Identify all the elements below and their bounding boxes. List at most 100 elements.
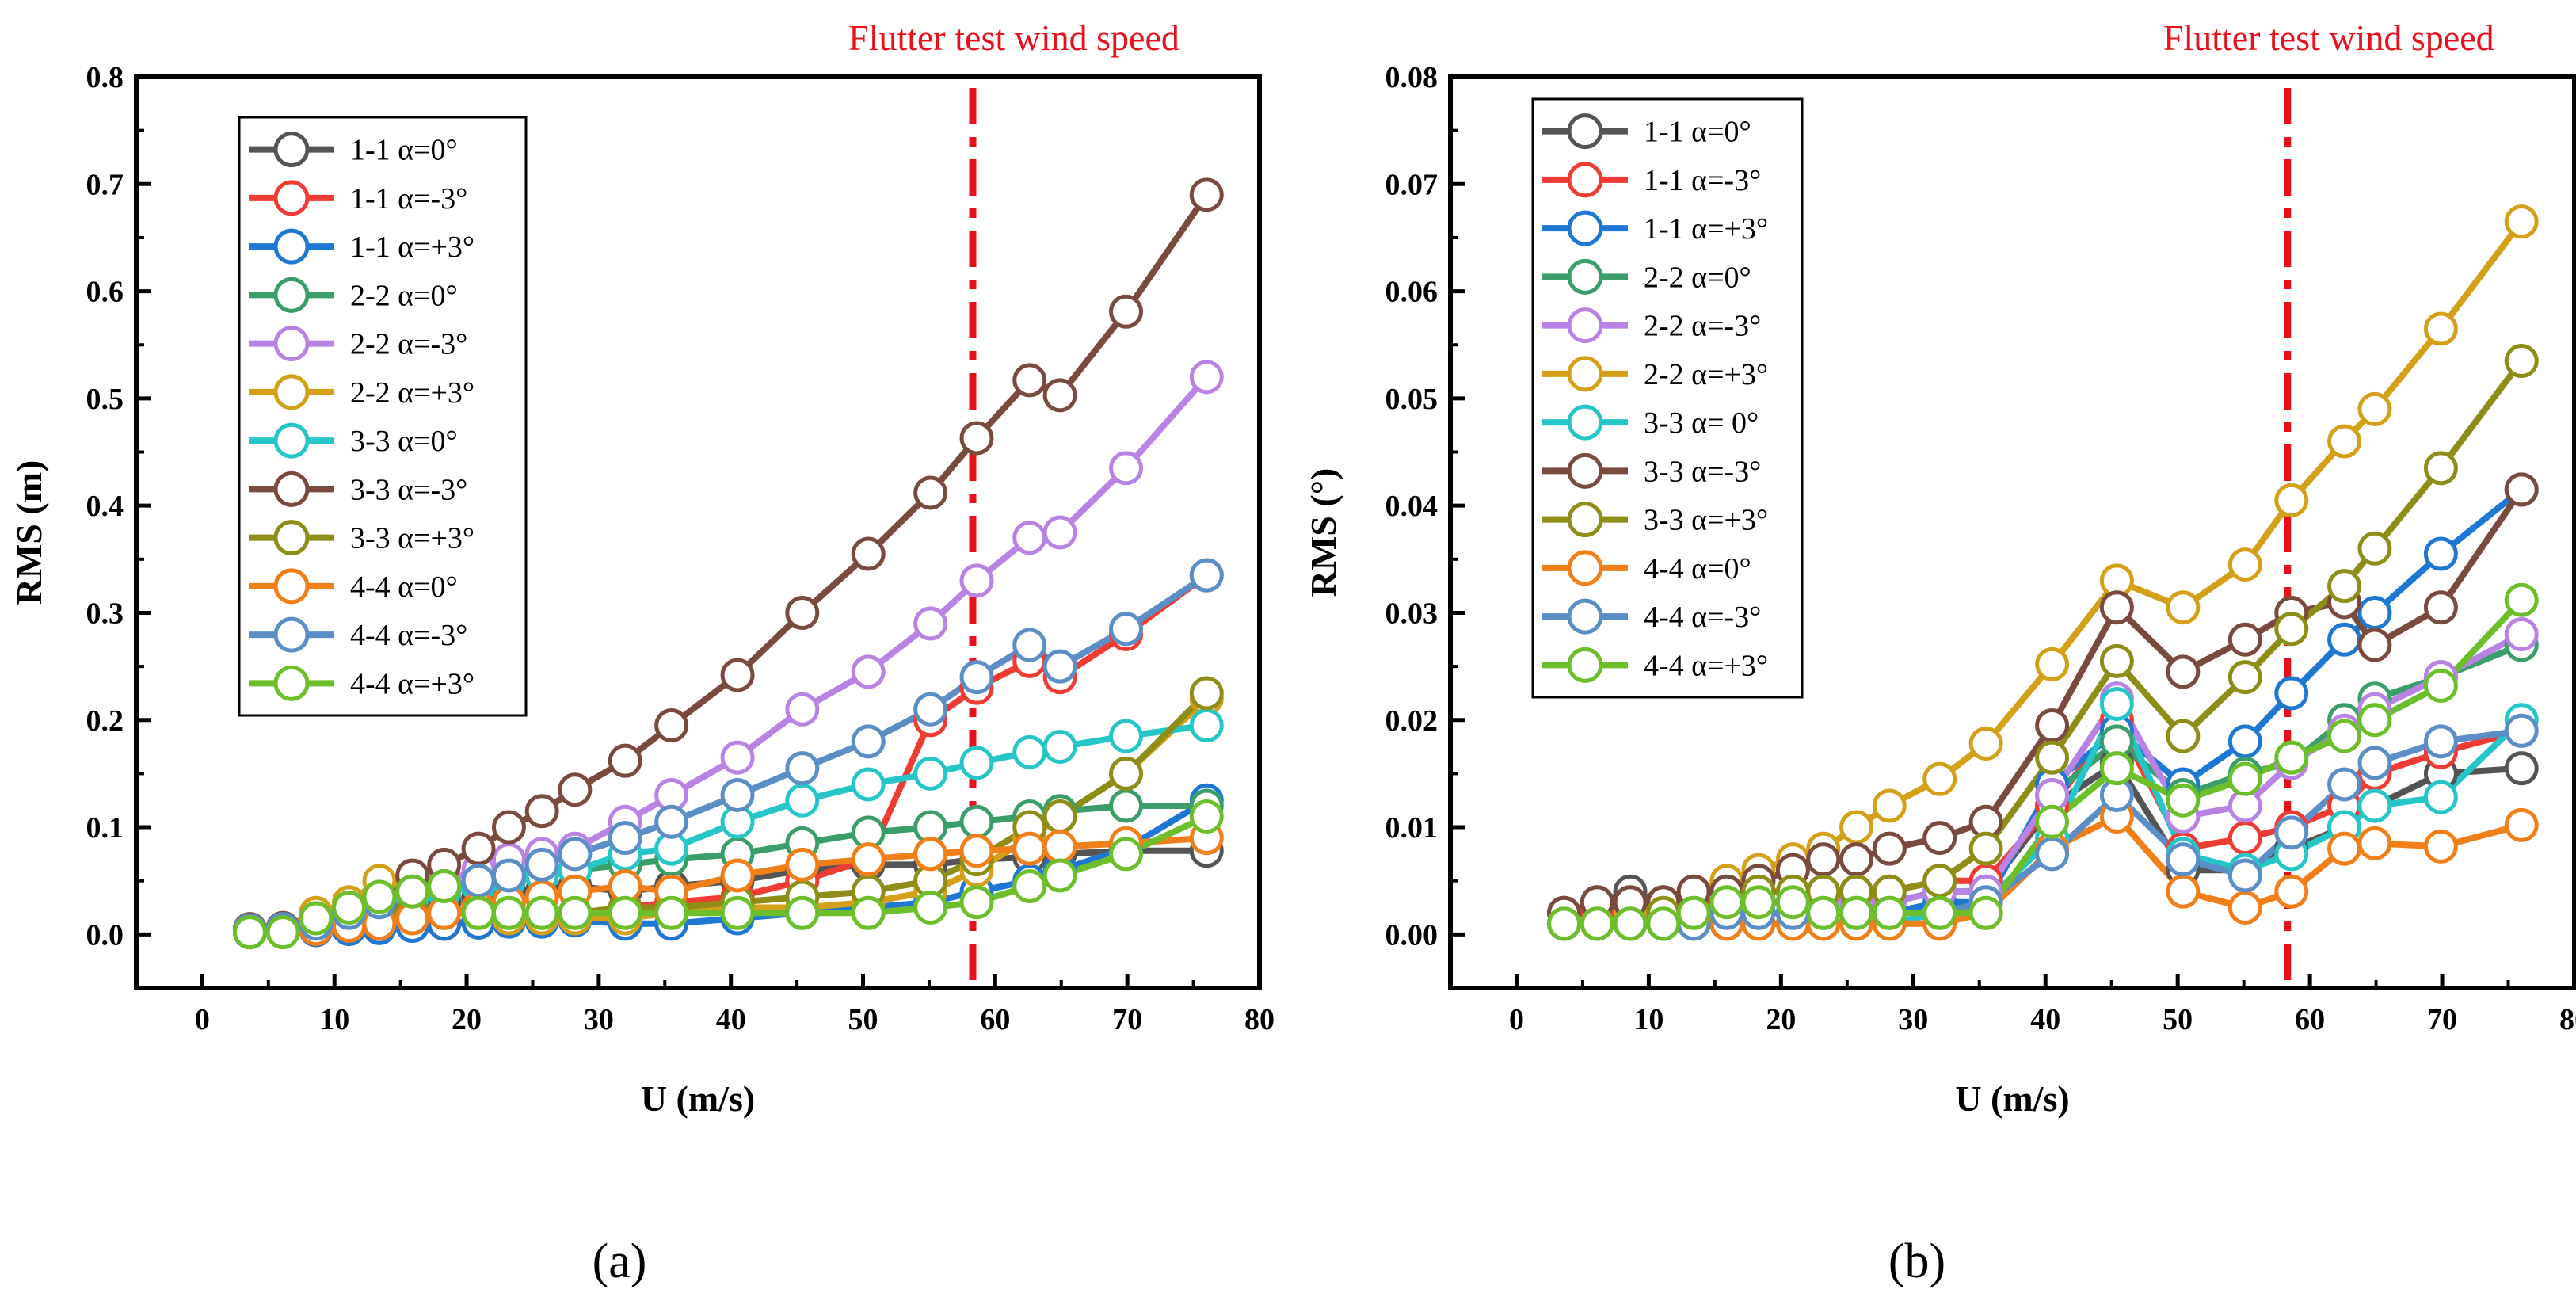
data-point xyxy=(2166,654,2201,689)
chart-panel-a: 0 10 20 30 40 50 60 70 80 0.0 0.1 0.2 0.3 0.4 0.5 0.6 0.… xyxy=(9,17,1275,1288)
data-point xyxy=(427,868,462,903)
x-tick-label: 30 xyxy=(1898,1003,1928,1036)
y-tick-label: 0.04 xyxy=(1385,490,1439,523)
legend-label: 4-4 α=0° xyxy=(1644,552,1751,586)
data-point xyxy=(1042,730,1077,765)
data-point xyxy=(2504,582,2539,617)
data-point xyxy=(1109,294,1144,329)
legend-marker xyxy=(1567,452,1603,489)
data-point xyxy=(959,421,994,456)
data-point xyxy=(2327,424,2362,459)
data-point xyxy=(1968,895,2003,930)
legend-marker xyxy=(273,422,310,459)
data-point xyxy=(461,831,496,866)
x-tick-label: 0 xyxy=(195,1003,210,1036)
data-point xyxy=(2035,740,2070,775)
legend-marker xyxy=(273,277,310,313)
data-point xyxy=(1806,895,1841,930)
legend-marker xyxy=(1567,356,1603,392)
data-point xyxy=(2423,311,2458,346)
data-point xyxy=(913,891,948,925)
data-point xyxy=(913,692,948,727)
legend-label: 2-2 α=0° xyxy=(350,279,458,312)
y-axis-title: RMS (m) xyxy=(9,460,49,605)
data-point xyxy=(2327,831,2362,866)
data-point xyxy=(1968,727,2003,761)
y-axis-title: RMS (°) xyxy=(1303,468,1343,597)
legend-marker xyxy=(1567,647,1603,683)
legend-label: 1-1 α=+3° xyxy=(1644,212,1768,246)
data-point xyxy=(1968,831,2003,866)
data-point xyxy=(1042,858,1077,893)
data-point xyxy=(1109,612,1144,647)
data-point xyxy=(785,751,820,786)
data-point xyxy=(2423,451,2458,486)
legend-marker xyxy=(273,520,310,556)
data-point xyxy=(608,743,642,778)
legend-marker xyxy=(1567,307,1603,344)
data-point xyxy=(491,895,526,930)
y-tick-label: 0.07 xyxy=(1385,168,1439,201)
chart-panel-b: 0 10 20 30 40 50 60 70 80 0.00 0.01 0.02 0.03 0.04 0.0… xyxy=(1303,17,2576,1288)
data-point xyxy=(2274,676,2309,711)
data-point xyxy=(362,879,397,914)
legend-marker xyxy=(1567,598,1603,635)
data-point xyxy=(1580,906,1614,941)
data-point xyxy=(785,847,820,882)
legend-label: 1-1 α=-3° xyxy=(1644,164,1761,197)
data-point xyxy=(2227,547,2262,582)
y-tick-label: 0.7 xyxy=(86,168,124,201)
legend-marker xyxy=(1567,258,1603,295)
data-point xyxy=(720,658,755,692)
data-point xyxy=(1922,761,1957,796)
data-point xyxy=(785,692,820,727)
data-point xyxy=(1012,868,1047,903)
legend-label: 1-1 α=-3° xyxy=(350,182,467,216)
legend-label: 1-1 α=0° xyxy=(1644,116,1751,149)
data-point xyxy=(913,756,948,791)
data-point xyxy=(2166,719,2201,753)
data-point xyxy=(1012,628,1047,662)
data-point xyxy=(2035,804,2070,839)
data-point xyxy=(2227,891,2262,925)
data-point xyxy=(1709,885,1744,920)
x-tick-label: 60 xyxy=(2295,1003,2325,1036)
x-tick-label: 20 xyxy=(1766,1003,1796,1036)
data-point xyxy=(2099,590,2134,625)
data-point xyxy=(1839,895,1874,930)
x-tick-label: 80 xyxy=(1244,1003,1275,1036)
data-point xyxy=(2166,842,2201,877)
plot-frame xyxy=(1448,74,2576,990)
data-point xyxy=(785,895,820,930)
data-point xyxy=(1012,363,1047,398)
y-tick-label: 0.00 xyxy=(1385,918,1439,952)
data-point xyxy=(2504,472,2539,507)
x-tick-label: 40 xyxy=(2030,1003,2060,1036)
data-point xyxy=(2035,708,2070,743)
data-point xyxy=(720,858,755,893)
data-point xyxy=(2423,829,2458,864)
legend-marker xyxy=(1567,210,1603,246)
data-point xyxy=(785,595,820,630)
data-point xyxy=(720,895,755,930)
data-point xyxy=(2423,536,2458,571)
data-point xyxy=(2357,595,2392,630)
data-point xyxy=(2423,724,2458,759)
data-point xyxy=(2099,643,2134,678)
data-point xyxy=(913,606,948,641)
data-point xyxy=(1646,906,1681,941)
x-tick-label: 20 xyxy=(452,1003,482,1036)
data-point xyxy=(913,837,948,872)
data-point xyxy=(1109,719,1144,753)
data-point xyxy=(558,772,593,807)
data-point xyxy=(299,901,333,936)
data-point xyxy=(1012,831,1047,866)
data-point xyxy=(720,777,755,812)
data-point xyxy=(1042,649,1077,684)
data-point xyxy=(2504,344,2539,379)
data-point xyxy=(851,767,886,802)
data-point xyxy=(1042,829,1077,864)
data-point xyxy=(1189,558,1224,593)
data-point xyxy=(2357,531,2392,566)
